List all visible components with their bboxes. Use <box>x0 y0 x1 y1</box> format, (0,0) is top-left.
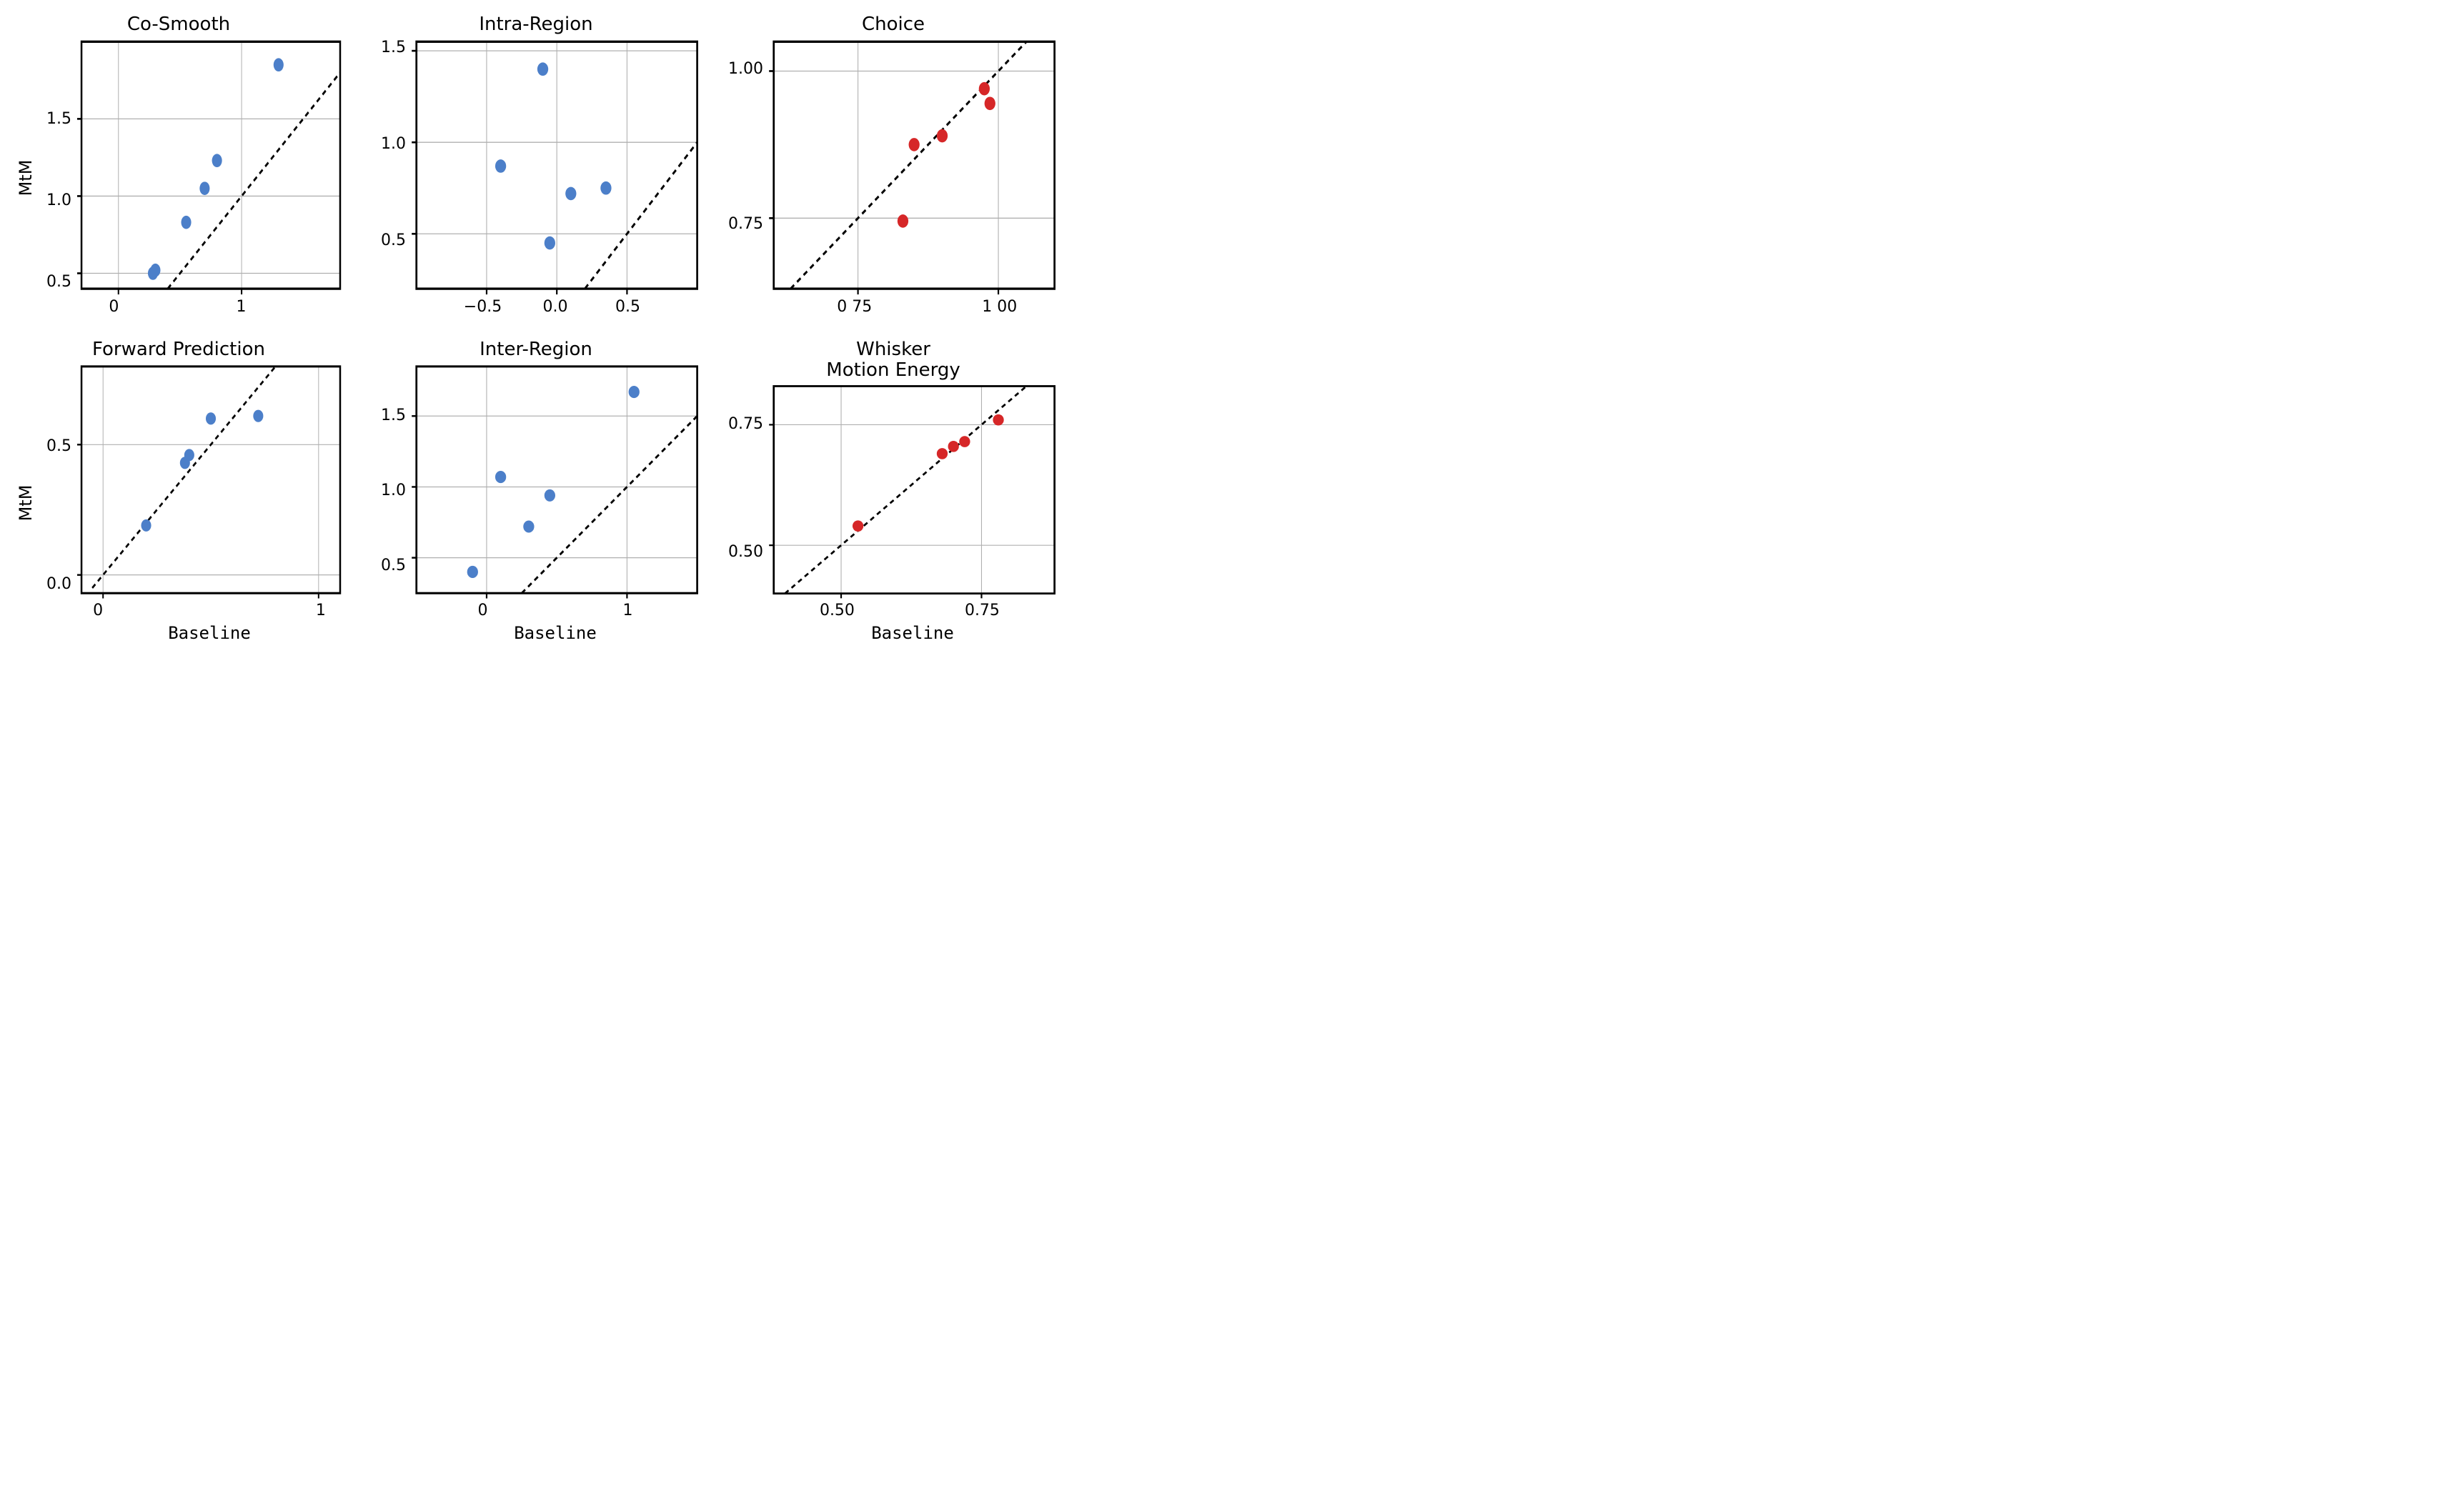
ylabel: MtM <box>14 38 37 318</box>
xtick-label: 0 <box>109 298 119 316</box>
ytick-column: 0.5 1.0 1.5 <box>372 38 410 298</box>
ytick-label: 0.75 <box>728 215 763 233</box>
ytick-label: 1.5 <box>381 39 406 56</box>
xtick-row: 01 <box>410 602 700 622</box>
ytick-column: 0.5 1.0 1.5 <box>372 363 410 603</box>
xtick-label: 1 <box>623 602 633 619</box>
ytick-label: 0.5 <box>46 273 71 291</box>
data-point <box>979 81 990 95</box>
identity-line <box>585 142 697 289</box>
panel-forward_prediction: Forward PredictionMtM0.00.501Baseline <box>14 339 343 643</box>
data-point <box>948 441 959 452</box>
ytick-label: 0.75 <box>728 415 763 433</box>
figure-grid: Co-SmoothMtM0.51.01.501Intra-Region0.51.… <box>14 14 1058 643</box>
ytick-label: 0.0 <box>46 575 71 593</box>
xtick-row: −0.5 0.0 0.5 <box>410 298 700 318</box>
data-point <box>253 409 263 422</box>
data-point <box>565 186 576 200</box>
data-point <box>600 181 611 195</box>
panel-co_smooth: Co-SmoothMtM0.51.01.501 <box>14 14 343 318</box>
ytick-label: 1.00 <box>728 60 763 78</box>
data-point <box>545 489 555 501</box>
identity-line <box>92 366 275 587</box>
plot-intra_region <box>410 38 700 298</box>
xtick-label: 0 <box>478 602 488 619</box>
xlabel: Baseline <box>76 623 343 643</box>
ytick-label: 1.5 <box>46 110 71 128</box>
data-point <box>537 62 548 76</box>
xtick-label: −0.5 <box>464 298 502 316</box>
panel-whisker_motion: Whisker Motion Energy 0.50 0.75 0.50 0.75 Bas… <box>729 339 1058 643</box>
data-point <box>937 448 948 459</box>
data-point <box>141 519 151 531</box>
ytick-label: 0.5 <box>381 557 406 574</box>
ylabel: MtM <box>14 363 37 643</box>
xtick-row: 0 75 1 00 <box>767 298 1058 318</box>
data-point <box>985 96 995 110</box>
data-point <box>495 471 506 483</box>
panel-title: Choice <box>862 14 925 35</box>
xtick-label: 0.50 <box>820 602 855 619</box>
panel-choice: Choice 0.75 1.00 0 75 1 00 <box>729 14 1058 318</box>
data-point <box>959 436 970 447</box>
identity-line <box>785 387 1026 594</box>
plot-forward_prediction <box>76 363 343 602</box>
panel-title: Co-Smooth <box>127 14 230 35</box>
plot-choice <box>767 38 1058 298</box>
xtick-row: 01 <box>76 298 343 318</box>
identity-line <box>522 416 697 593</box>
ytick-column: 0.50 0.75 <box>729 383 767 603</box>
data-point <box>184 449 194 461</box>
identity-line <box>790 41 1026 289</box>
ytick-label: 1.0 <box>381 135 406 153</box>
xtick-label: 0.5 <box>615 298 640 316</box>
xtick-label: 0.0 <box>543 298 568 316</box>
ytick-label: 0.5 <box>46 437 71 455</box>
data-point <box>182 215 192 229</box>
xtick-label: 1 <box>237 298 247 316</box>
data-point <box>495 159 506 173</box>
xtick-label: 1 00 <box>982 298 1017 316</box>
xlabel: Baseline <box>410 623 700 643</box>
panel-title: Inter-Region <box>480 339 592 360</box>
panel-title: Intra-Region <box>479 14 592 35</box>
ytick-label: 1.5 <box>381 407 406 424</box>
ytick-column: 0.75 1.00 <box>729 38 767 298</box>
panel-title: Forward Prediction <box>92 339 265 360</box>
xtick-label: 0 75 <box>837 298 872 316</box>
data-point <box>150 263 160 277</box>
xtick-row: 0.50 0.75 <box>767 602 1058 622</box>
xtick-row: 01 <box>76 602 343 622</box>
plot-co_smooth <box>76 38 343 298</box>
plot-whisker_motion <box>767 383 1058 602</box>
data-point <box>629 386 640 398</box>
panel-inter_region: Inter-Region0.51.01.501Baseline <box>372 339 700 643</box>
data-point <box>523 520 534 532</box>
data-point <box>199 181 209 195</box>
ytick-label: 1.0 <box>46 191 71 209</box>
data-point <box>274 58 284 71</box>
panel-title: Whisker Motion Energy <box>826 339 960 380</box>
ytick-label: 0.5 <box>381 231 406 249</box>
data-point <box>898 214 908 228</box>
data-point <box>545 236 555 249</box>
data-point <box>853 521 863 532</box>
panel-intra_region: Intra-Region 0.5 1.0 1.5 −0.5 0.0 0.5 <box>372 14 700 318</box>
data-point <box>909 138 920 151</box>
data-point <box>993 414 1003 426</box>
ytick-label: 1.0 <box>381 482 406 499</box>
plot-inter_region <box>410 363 700 602</box>
ytick-column: 0.5 1.0 1.5 <box>37 38 76 298</box>
xtick-label: 0.75 <box>965 602 1000 619</box>
data-point <box>467 566 478 578</box>
ytick-column: 0.0 0.5 <box>37 363 76 603</box>
identity-line <box>168 72 340 289</box>
data-point <box>212 154 222 167</box>
data-point <box>206 412 216 424</box>
xtick-label: 1 <box>316 602 326 619</box>
xtick-label: 0 <box>93 602 103 619</box>
data-point <box>937 129 948 142</box>
xlabel: Baseline <box>767 623 1058 643</box>
ytick-label: 0.50 <box>728 543 763 561</box>
